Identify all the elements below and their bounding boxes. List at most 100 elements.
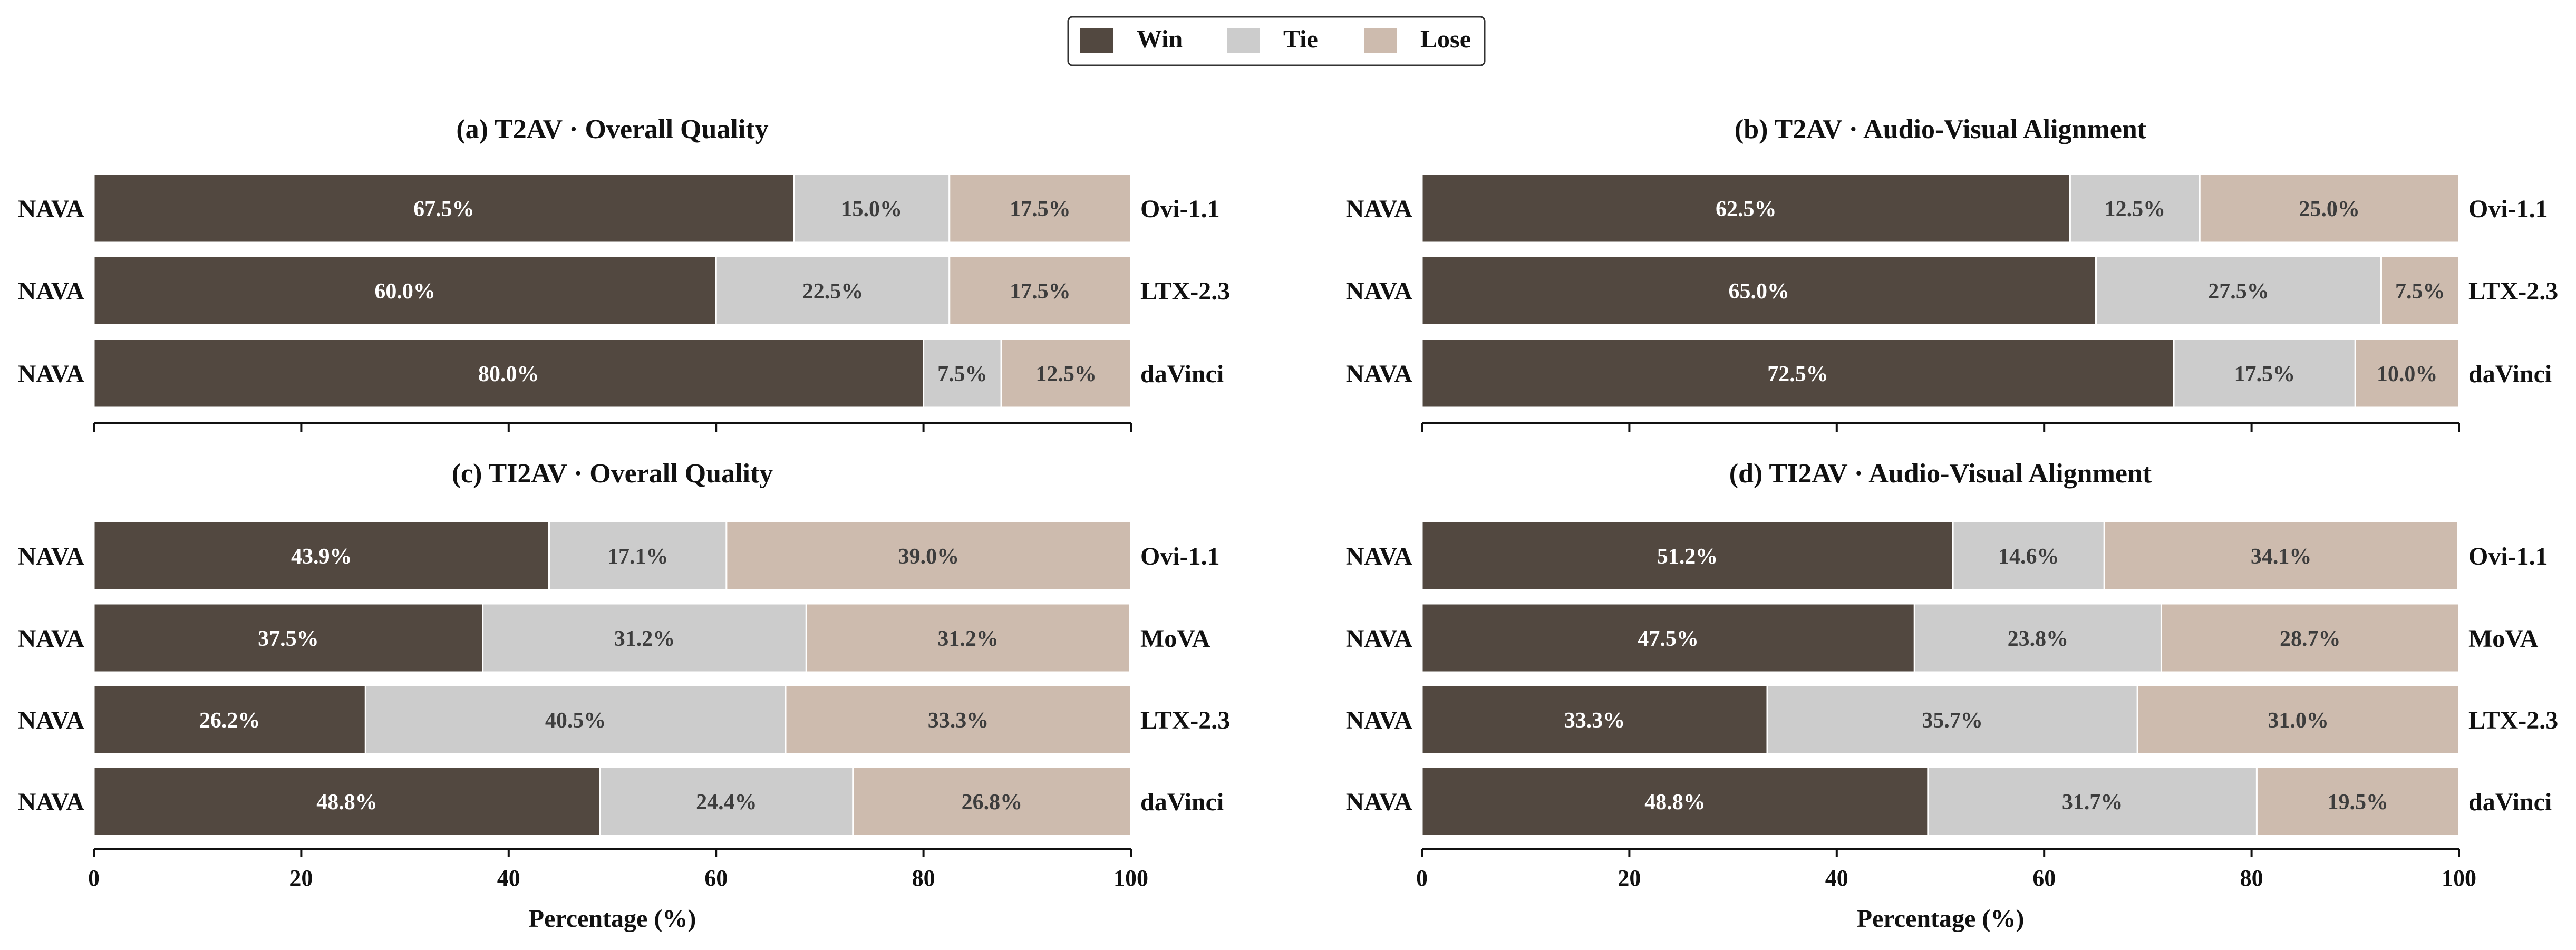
row-label-left: NAVA <box>1346 542 1413 570</box>
data-label-lose: 34.1% <box>2251 545 2312 569</box>
bar-lose <box>2136 684 2460 755</box>
row-label-left: NAVA <box>1346 360 1413 388</box>
chart-title: (b) T2AV · Audio-Visual Alignment <box>1735 114 2147 144</box>
data-label-lose: 7.5% <box>2395 279 2445 304</box>
bar-tie <box>793 173 951 244</box>
legend-swatch-tie <box>1226 27 1261 54</box>
data-label-tie: 17.1% <box>607 545 669 569</box>
data-label-tie: 17.5% <box>2234 362 2295 386</box>
category-label: daVinci <box>1140 360 1224 388</box>
x-tick-label: 20 <box>1618 865 1641 891</box>
bar-tie <box>715 255 951 326</box>
row-label-left: NAVA <box>18 542 85 570</box>
bar-lose <box>948 255 1132 326</box>
data-label-tie: 23.8% <box>2008 627 2069 651</box>
bar-win <box>93 520 550 591</box>
data-label-tie: 35.7% <box>1922 709 1983 733</box>
category-label: MoVA <box>2468 625 2539 653</box>
data-label-win: 47.5% <box>1638 627 1699 651</box>
row-label-left: NAVA <box>18 788 85 816</box>
data-label-win: 43.9% <box>291 545 352 569</box>
bar-lose <box>2103 520 2459 591</box>
chart-title: (d) TI2AV · Audio-Visual Alignment <box>1729 459 2152 489</box>
bar-tie <box>364 684 787 755</box>
bar-lose <box>1000 338 1132 409</box>
data-label-win: 33.3% <box>1564 709 1625 733</box>
data-label-tie: 22.5% <box>802 279 864 304</box>
bar-lose <box>2160 603 2460 673</box>
data-label-lose: 33.3% <box>928 709 989 733</box>
data-label-lose: 12.5% <box>1035 362 1097 386</box>
data-label-win: 48.8% <box>1644 790 1706 815</box>
x-tick-label: 20 <box>289 865 313 891</box>
category-label: Ovi-1.1 <box>1140 195 1220 223</box>
chart-panel-3: (c) TI2AV · Overall Quality 43.9% 17.1% 39.… <box>18 459 1231 933</box>
data-label-lose: 19.5% <box>2327 790 2388 815</box>
data-label-tie: 27.5% <box>2208 279 2269 304</box>
row-label-left: NAVA <box>1346 706 1413 734</box>
data-label-lose: 10.0% <box>2377 362 2438 386</box>
chart-panel-1: (a) T2AV · Overall Quality 67.5% 15.0% 17.5… <box>18 114 1230 432</box>
row-label-left: NAVA <box>1346 788 1413 816</box>
bar-tie <box>923 338 1002 409</box>
x-tick-label: 0 <box>1416 865 1428 891</box>
data-label-win: 80.0% <box>478 362 539 386</box>
legend-label-win: Win <box>1137 25 1183 53</box>
data-label-tie: 14.6% <box>1998 545 2059 569</box>
bar-lose <box>2199 173 2460 244</box>
bar-tie <box>2069 173 2201 244</box>
bar-win <box>93 684 366 755</box>
category-label: LTX-2.3 <box>1140 706 1230 734</box>
bar-lose <box>785 684 1132 755</box>
bar-win <box>1421 520 1954 591</box>
bar-win <box>93 255 717 326</box>
x-tick-label: 100 <box>2442 865 2476 891</box>
bar-win <box>1421 173 2071 244</box>
row-label-left: NAVA <box>18 195 85 223</box>
legend: Win Tie Lose <box>1067 16 1486 66</box>
data-label-win: 51.2% <box>1657 545 1718 569</box>
row-label-left: NAVA <box>1346 625 1413 653</box>
chart-title: (a) T2AV · Overall Quality <box>456 114 768 144</box>
x-tick-label: 80 <box>2240 865 2263 891</box>
data-label-win: 65.0% <box>1729 279 1790 304</box>
bar-tie <box>1952 520 2105 591</box>
bar-lose <box>852 766 1132 837</box>
category-label: LTX-2.3 <box>2468 277 2558 305</box>
category-label: daVinci <box>1140 788 1224 816</box>
data-label-lose: 17.5% <box>1010 197 1071 221</box>
x-axis-label: Percentage (%) <box>529 905 696 933</box>
category-label: daVinci <box>2468 360 2552 388</box>
x-tick-label: 0 <box>88 865 100 891</box>
category-label: daVinci <box>2468 788 2552 816</box>
row-label-left: NAVA <box>18 360 85 388</box>
data-label-tie: 40.5% <box>545 709 606 733</box>
bar-lose <box>805 603 1131 673</box>
data-label-win: 26.2% <box>199 709 260 733</box>
category-label: MoVA <box>1140 625 1210 653</box>
bar-tie <box>1766 684 2138 755</box>
bar-win <box>93 338 925 409</box>
charts: (a) T2AV · Overall Quality 67.5% 15.0% 17.5… <box>18 114 2559 933</box>
data-label-lose: 31.0% <box>2268 709 2329 733</box>
x-tick-label: 60 <box>704 865 728 891</box>
bar-tie <box>1913 603 2162 673</box>
bar-win <box>93 173 795 244</box>
row-label-left: NAVA <box>18 706 85 734</box>
category-label: Ovi-1.1 <box>2468 195 2548 223</box>
data-label-lose: 26.8% <box>962 790 1023 815</box>
row-label-left: NAVA <box>18 277 85 305</box>
chart-panel-2: (b) T2AV · Audio-Visual Alignment 62.5% 12… <box>1346 114 2558 432</box>
data-label-lose: 25.0% <box>2299 197 2360 221</box>
data-label-tie: 7.5% <box>937 362 987 386</box>
bar-win <box>1421 766 1929 837</box>
category-label: Ovi-1.1 <box>2468 542 2548 570</box>
legend-swatch-win <box>1079 27 1114 54</box>
bar-tie <box>2173 338 2356 409</box>
data-label-lose: 39.0% <box>898 545 960 569</box>
data-label-lose: 17.5% <box>1010 279 1071 304</box>
bar-tie <box>482 603 807 673</box>
category-label: LTX-2.3 <box>1140 277 1230 305</box>
x-tick-label: 60 <box>2032 865 2056 891</box>
